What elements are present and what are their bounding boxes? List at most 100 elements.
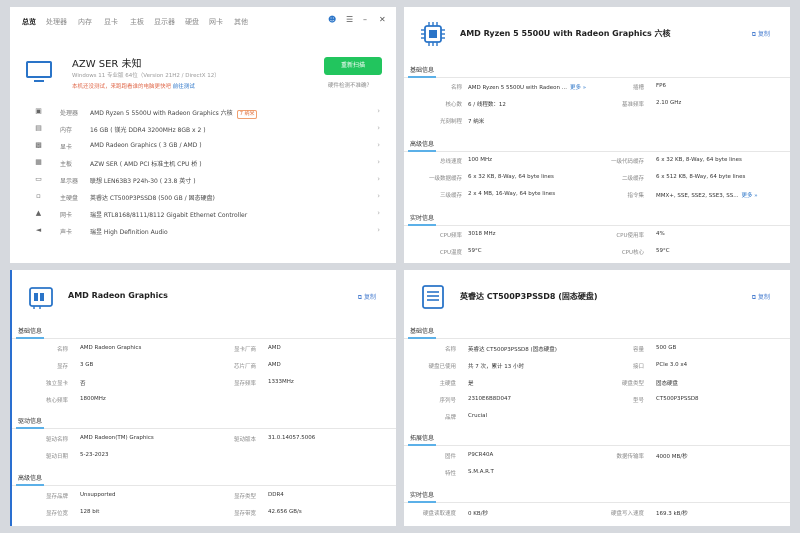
kv-key: 指令集 [627, 193, 644, 199]
kv-key: 二级缓存 [621, 176, 644, 182]
kv-value: FP6 [656, 83, 666, 89]
kv-value: PCIe 3.0 x4 [656, 362, 688, 368]
kv-key: 总线速度 [439, 159, 462, 165]
kv-key: CPU温度 [439, 250, 462, 256]
kv-value: 是 [468, 381, 474, 387]
kv-value: 英睿达 CT500P3PSSD8 (固态硬盘) [468, 347, 557, 353]
network-icon: ▲ [35, 209, 42, 217]
hw-value: 瑞昱 RTL8168/8111/8112 Gigabit Ethernet Co… [90, 212, 248, 219]
tab-cpu[interactable]: 处理器 [46, 18, 67, 26]
kv-value: 2.10 GHz [656, 100, 682, 106]
gpu-icon [29, 287, 53, 309]
hw-row-display[interactable]: ▭ 显示器 联想 LEN63B3 P24h-30 ( 23.8 英寸 ) › [30, 171, 382, 188]
top-nav: 总览 处理器 内存 显卡 主板 显示器 硬盘 网卡 其他 ☻ ☰ – ✕ [10, 7, 396, 35]
copy-button[interactable]: ⧉ 复制 [751, 31, 770, 38]
kv-key: 硬盘读取速度 [422, 511, 456, 517]
user-icon[interactable]: ☻ [328, 15, 337, 24]
kv-value: AMD Radeon(TM) Graphics [80, 435, 154, 441]
tab-display[interactable]: 显示器 [154, 18, 175, 26]
kv-key: 主硬盘 [439, 381, 456, 387]
chevron-right-icon: › [377, 226, 380, 234]
kv-key: 硬盘写入速度 [610, 511, 644, 517]
section-title: 基础信息 [410, 67, 435, 74]
section-title: 高级信息 [410, 141, 435, 148]
hw-row-network[interactable]: ▲ 网卡 瑞昱 RTL8168/8111/8112 Gigabit Ethern… [30, 205, 382, 222]
kv-key: 名称 [450, 85, 462, 91]
kv-value: 6 x 512 KB, 8-Way, 64 byte lines [656, 174, 746, 180]
hw-value: AZW SER ( AMD PCI 标准主机 CPU 桥 ) [90, 161, 202, 168]
kv-key: 型号 [632, 398, 644, 404]
section-title: 实时信息 [410, 492, 435, 499]
hw-row-cpu[interactable]: ▣ 处理器 AMD Ryzen 5 5500U with Radeon Grap… [30, 103, 382, 120]
kv-key: 硬盘已使用 [428, 364, 456, 370]
hw-row-audio[interactable]: ◄ 声卡 瑞昱 High Definition Audio › [30, 222, 382, 239]
kv-value: AMD [268, 345, 281, 351]
tab-network[interactable]: 网卡 [209, 18, 223, 26]
gpu-detail-panel: AMD Radeon Graphics ⧉ 复制 基础信息 名称 AMD Rad… [10, 270, 396, 526]
hw-value: AMD Radeon Graphics ( 3 GB / AMD ) [90, 142, 202, 149]
hw-value: 16 GB ( 镁光 DDR4 3200MHz 8GB x 2 ) [90, 127, 206, 134]
section-title: 基础信息 [18, 328, 43, 335]
kv-key: 硬盘类型 [621, 381, 644, 387]
tab-other[interactable]: 其他 [234, 18, 248, 26]
process-badge: 7 纳米 [236, 110, 258, 119]
disk-detail-panel: 英睿达 CT500P3PSSD8 (固态硬盘) ⧉ 复制 基础信息 名称 英睿达… [404, 270, 790, 526]
hardware-check-link[interactable]: 硬件检测不准确？ [328, 83, 373, 89]
kv-value: 100 MHz [468, 157, 493, 163]
kv-key: 显存 [56, 364, 68, 370]
kv-value: CT500P3PSSD8 [656, 396, 699, 402]
hw-row-disk[interactable]: ▫ 主硬盘 英睿达 CT500P3PSSD8 (500 GB / 固态硬盘) › [30, 188, 382, 205]
menu-icon[interactable]: ☰ [346, 15, 354, 24]
copy-button[interactable]: ⧉ 复制 [357, 294, 376, 301]
kv-value: Crucial [468, 413, 488, 419]
kv-value: 6 x 32 KB, 8-Way, 64 byte lines [468, 174, 554, 180]
hw-value: 英睿达 CT500P3PSSD8 (500 GB / 固态硬盘) [90, 195, 215, 202]
copy-button[interactable]: ⧉ 复制 [751, 294, 770, 301]
kv-value: S.M.A.R.T [468, 469, 494, 475]
hw-row-gpu[interactable]: ▩ 显卡 AMD Radeon Graphics ( 3 GB / AMD ) … [30, 137, 382, 154]
hw-row-memory[interactable]: ▤ 内存 16 GB ( 镁光 DDR4 3200MHz 8GB x 2 ) › [30, 120, 382, 137]
close-icon[interactable]: ✕ [379, 15, 386, 24]
kv-key: 独立显卡 [45, 381, 68, 387]
kv-value: AMD Radeon Graphics [80, 345, 142, 351]
hw-row-motherboard[interactable]: ▦ 主板 AZW SER ( AMD PCI 标准主机 CPU 桥 ) › [30, 154, 382, 171]
kv-key: 显存频率 [233, 381, 256, 387]
tab-motherboard[interactable]: 主板 [130, 18, 144, 26]
kv-key: 显存类型 [233, 494, 256, 500]
kv-value: 6 x 32 KB, 8-Way, 64 byte lines [656, 157, 742, 163]
cpu-title: AMD Ryzen 5 5500U with Radeon Graphics 六… [460, 29, 671, 38]
kv-value: 6 / 线程数：12 [468, 102, 506, 108]
kv-key: 基准频率 [621, 102, 644, 108]
kv-key: CPU核心 [621, 250, 644, 256]
tab-gpu[interactable]: 显卡 [104, 18, 118, 26]
kv-value: P9CR40A [468, 452, 494, 458]
kv-key: 接口 [632, 364, 644, 370]
disk-icon: ▫ [36, 192, 41, 200]
more-link[interactable]: 更多 » [570, 85, 587, 91]
kv-value: 否 [80, 381, 86, 387]
go-test-link[interactable]: 前往测试 [172, 84, 195, 90]
monitor-icon [22, 55, 62, 85]
chevron-right-icon: › [377, 192, 380, 200]
kv-value: 3018 MHz [468, 231, 496, 237]
tab-memory[interactable]: 内存 [78, 18, 92, 26]
disk-title: 英睿达 CT500P3PSSD8 (固态硬盘) [460, 292, 598, 301]
kv-value: 1800MHz [80, 396, 106, 402]
chevron-right-icon: › [377, 175, 380, 183]
section-title: 基础信息 [410, 328, 435, 335]
kv-key: 驱动名称 [45, 437, 68, 443]
minimize-icon[interactable]: – [363, 15, 367, 24]
tab-disk[interactable]: 硬盘 [185, 18, 199, 26]
kv-key: 驱动日期 [45, 454, 68, 460]
more-link[interactable]: 更多 » [741, 193, 758, 199]
kv-key: 特性 [444, 471, 456, 477]
hw-label: 声卡 [60, 229, 73, 236]
kv-value: 128 bit [80, 509, 100, 515]
tab-overview[interactable]: 总览 [22, 18, 36, 26]
section-title: 实时信息 [410, 215, 435, 222]
rescan-button[interactable]: 重新扫描 [324, 57, 382, 75]
kv-value: 1333MHz [268, 379, 294, 385]
kv-value: 31.0.14057.5006 [268, 435, 316, 441]
chevron-right-icon: › [377, 158, 380, 166]
cpu-detail-panel: AMD Ryzen 5 5500U with Radeon Graphics 六… [404, 7, 790, 263]
